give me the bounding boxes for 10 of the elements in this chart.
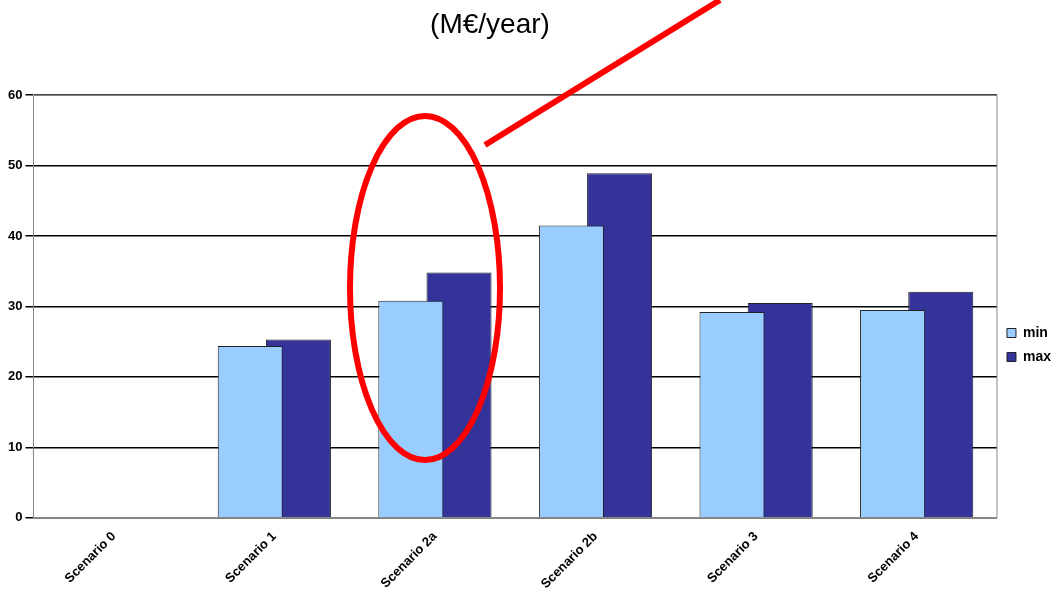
y-tick-label: 50: [7, 157, 23, 173]
y-tick-label: 60: [7, 86, 23, 102]
legend-label: max: [1022, 347, 1052, 364]
legend-label: min: [1022, 323, 1048, 340]
chart-title: (M€/year): [429, 8, 551, 40]
y-tick-label: 30: [7, 298, 23, 314]
y-tick-label: 40: [7, 227, 23, 243]
y-tick-label: 10: [7, 438, 23, 454]
y-tick-label: 20: [7, 368, 23, 384]
y-tick-label: 0: [15, 509, 23, 525]
